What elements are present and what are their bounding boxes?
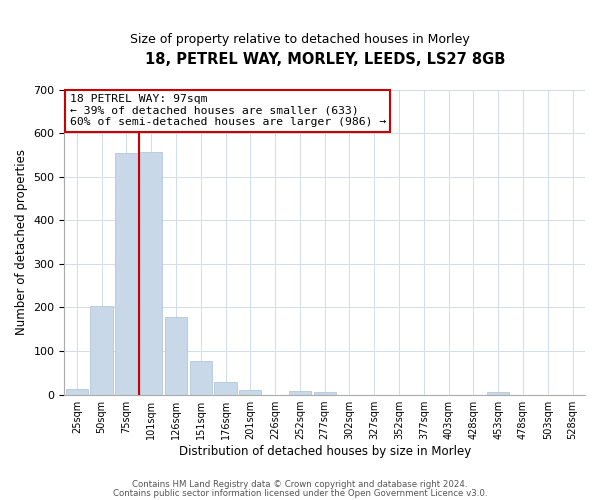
Bar	[487, 392, 509, 394]
Text: Contains HM Land Registry data © Crown copyright and database right 2024.: Contains HM Land Registry data © Crown c…	[132, 480, 468, 489]
Bar	[165, 317, 187, 394]
Bar	[115, 153, 137, 394]
Bar	[214, 382, 236, 394]
Bar	[190, 362, 212, 394]
Bar	[314, 392, 336, 394]
Title: 18, PETREL WAY, MORLEY, LEEDS, LS27 8GB: 18, PETREL WAY, MORLEY, LEEDS, LS27 8GB	[145, 52, 505, 68]
Y-axis label: Number of detached properties: Number of detached properties	[15, 149, 28, 335]
Text: 18 PETREL WAY: 97sqm
← 39% of detached houses are smaller (633)
60% of semi-deta: 18 PETREL WAY: 97sqm ← 39% of detached h…	[70, 94, 386, 128]
Bar	[289, 391, 311, 394]
Bar	[91, 306, 113, 394]
Text: Contains public sector information licensed under the Open Government Licence v3: Contains public sector information licen…	[113, 488, 487, 498]
Bar	[239, 390, 262, 394]
Bar	[140, 152, 163, 394]
X-axis label: Distribution of detached houses by size in Morley: Distribution of detached houses by size …	[179, 444, 471, 458]
Text: Size of property relative to detached houses in Morley: Size of property relative to detached ho…	[130, 32, 470, 46]
Bar	[65, 390, 88, 394]
